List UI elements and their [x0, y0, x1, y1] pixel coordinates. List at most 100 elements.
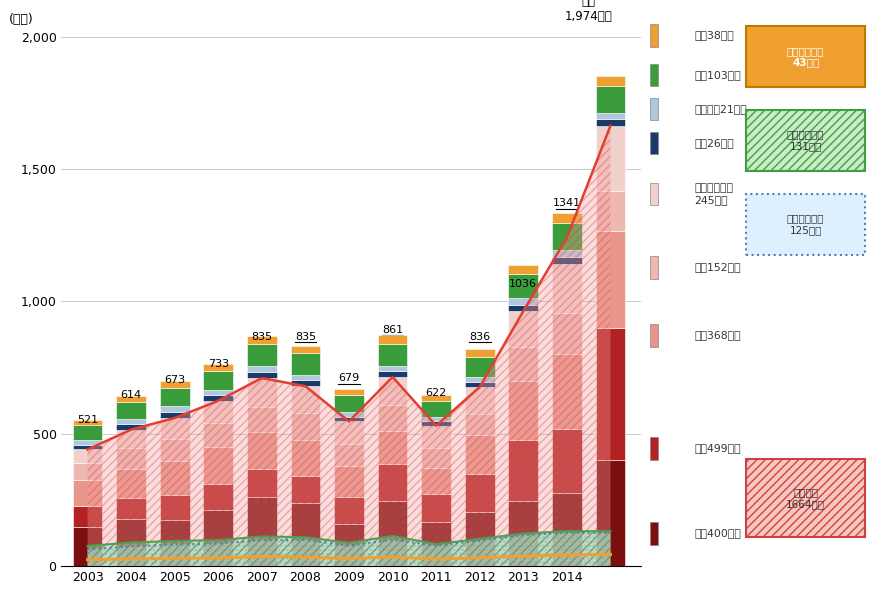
Bar: [552, 223, 581, 250]
Bar: [246, 336, 276, 344]
Bar: [246, 378, 276, 407]
Text: 614: 614: [120, 391, 141, 400]
Bar: [334, 417, 363, 421]
Text: 北アメリカ計
131万人: 北アメリカ計 131万人: [786, 130, 824, 151]
Bar: [334, 466, 363, 497]
Bar: [465, 474, 494, 512]
Text: ヨーロッパ計
125万人: ヨーロッパ計 125万人: [786, 213, 824, 235]
Bar: [508, 298, 538, 305]
Bar: [290, 477, 320, 503]
Bar: [595, 86, 624, 113]
Bar: [73, 445, 103, 450]
Bar: [73, 440, 103, 445]
Text: 中国499万人: 中国499万人: [694, 443, 740, 453]
Bar: [160, 407, 189, 412]
Bar: [334, 413, 363, 417]
Bar: [377, 335, 407, 344]
Bar: [377, 464, 407, 501]
Bar: [421, 421, 451, 426]
Bar: [649, 183, 657, 205]
Bar: [649, 132, 657, 154]
Text: 香港152万人: 香港152万人: [694, 263, 740, 272]
Bar: [160, 388, 189, 407]
Bar: [160, 418, 189, 439]
Bar: [421, 426, 451, 448]
Bar: [377, 501, 407, 566]
Text: フランス21万人: フランス21万人: [694, 104, 746, 114]
Bar: [334, 389, 363, 395]
Text: アジアその他
245万人: アジアその他 245万人: [694, 183, 733, 205]
Bar: [595, 119, 624, 125]
Bar: [465, 414, 494, 435]
Bar: [246, 365, 276, 371]
Bar: [377, 344, 407, 366]
Bar: [508, 381, 538, 440]
Bar: [203, 483, 233, 510]
Bar: [246, 469, 276, 497]
Bar: [649, 98, 657, 121]
Bar: [290, 346, 320, 354]
Bar: [421, 494, 451, 522]
Bar: [595, 76, 624, 86]
Bar: [377, 371, 407, 377]
Bar: [160, 520, 189, 566]
Text: 521: 521: [77, 415, 98, 425]
Bar: [552, 493, 581, 566]
Bar: [73, 463, 103, 480]
Bar: [246, 432, 276, 469]
Text: 米国103万人: 米国103万人: [694, 70, 740, 80]
Bar: [160, 495, 189, 520]
Bar: [649, 324, 657, 347]
FancyBboxPatch shape: [745, 459, 865, 537]
Bar: [508, 347, 538, 381]
Bar: [595, 460, 624, 566]
Text: 836: 836: [468, 331, 489, 341]
Bar: [246, 497, 276, 566]
Bar: [73, 420, 103, 425]
Bar: [649, 64, 657, 86]
Bar: [117, 402, 146, 419]
Bar: [246, 371, 276, 378]
Bar: [465, 357, 494, 377]
Bar: [552, 429, 581, 493]
Text: アジア計
1664万人: アジア計 1664万人: [785, 487, 824, 509]
Bar: [465, 377, 494, 382]
Bar: [552, 313, 581, 354]
Bar: [465, 387, 494, 414]
Bar: [290, 503, 320, 566]
Bar: [117, 469, 146, 498]
Bar: [421, 395, 451, 401]
Bar: [649, 437, 657, 460]
Text: 総数
1,974万人: 総数 1,974万人: [564, 0, 612, 23]
Text: オセアニア計
43万人: オセアニア計 43万人: [786, 46, 824, 68]
Bar: [334, 395, 363, 413]
Bar: [649, 522, 657, 545]
Bar: [290, 413, 320, 440]
Bar: [117, 396, 146, 402]
Bar: [595, 191, 624, 231]
Text: 861: 861: [381, 325, 403, 335]
Bar: [290, 440, 320, 477]
Bar: [508, 305, 538, 311]
Bar: [117, 419, 146, 424]
Bar: [595, 125, 624, 191]
Bar: [421, 468, 451, 494]
Bar: [203, 423, 233, 446]
Bar: [334, 524, 363, 566]
FancyBboxPatch shape: [745, 194, 865, 255]
Bar: [649, 256, 657, 279]
Bar: [73, 506, 103, 528]
Bar: [552, 250, 581, 257]
Bar: [377, 405, 407, 430]
Bar: [203, 371, 233, 390]
Bar: [160, 439, 189, 461]
Bar: [552, 354, 581, 429]
Bar: [508, 274, 538, 298]
Bar: [552, 257, 581, 264]
Bar: [73, 450, 103, 463]
Text: 1036: 1036: [509, 279, 537, 288]
FancyBboxPatch shape: [745, 26, 865, 87]
Bar: [290, 386, 320, 413]
Bar: [508, 501, 538, 566]
Bar: [73, 425, 103, 440]
